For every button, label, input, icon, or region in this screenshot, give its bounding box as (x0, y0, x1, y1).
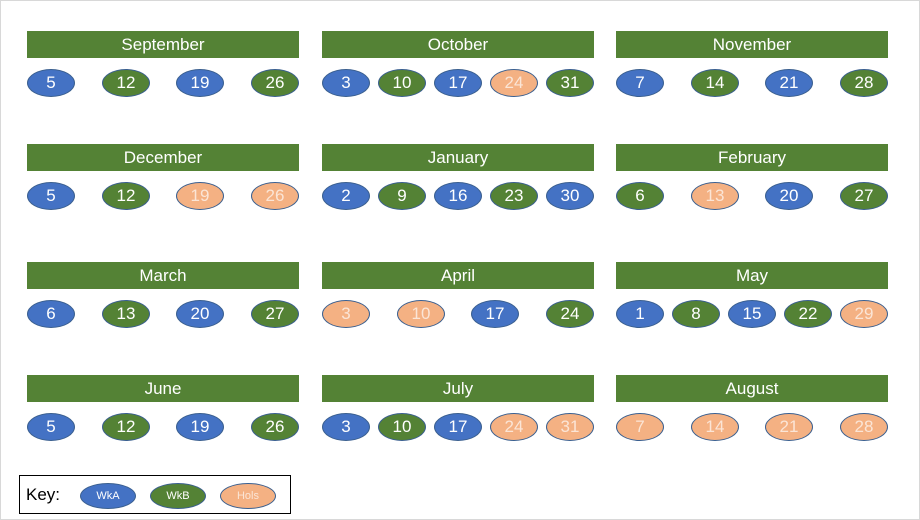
date-oval-wkA: 6 (27, 300, 75, 328)
month-header: May (616, 262, 888, 289)
month-header: August (616, 375, 888, 402)
date-oval-wkA: 17 (434, 69, 482, 97)
date-oval-hols: 14 (691, 413, 739, 441)
month-header: April (322, 262, 594, 289)
date-oval-hols: 21 (765, 413, 813, 441)
date-oval-wkA: 1 (616, 300, 664, 328)
month-dates: 3 10 17 24 31 (322, 69, 594, 101)
date-oval-wkA: 3 (322, 69, 370, 97)
date-oval-wkB: 13 (102, 300, 150, 328)
key-legend: Key: WkA WkB Hols (19, 475, 291, 514)
month-header: July (322, 375, 594, 402)
month-august: August 7 14 21 28 (616, 375, 888, 445)
date-oval-hols: 31 (546, 413, 594, 441)
month-header: January (322, 144, 594, 171)
date-oval-hols: 29 (840, 300, 888, 328)
date-oval-wkB: 6 (616, 182, 664, 210)
month-dates: 7 14 21 28 (616, 413, 888, 445)
date-oval-hols: 3 (322, 300, 370, 328)
month-header: September (27, 31, 299, 58)
month-dates: 2 9 16 23 30 (322, 182, 594, 214)
date-oval-wkB: 12 (102, 182, 150, 210)
key-label: Key: (26, 485, 61, 504)
key-hols-oval: Hols (220, 483, 276, 509)
date-oval-hols: 24 (490, 413, 538, 441)
date-oval-hols: 19 (176, 182, 224, 210)
month-dates: 1 8 15 22 29 (616, 300, 888, 332)
date-oval-wkB: 14 (691, 69, 739, 97)
date-oval-wkA: 19 (176, 69, 224, 97)
date-oval-wkA: 5 (27, 182, 75, 210)
date-oval-wkB: 8 (672, 300, 720, 328)
month-january: January 2 9 16 23 30 (322, 144, 594, 214)
month-header: October (322, 31, 594, 58)
month-november: November 7 14 21 28 (616, 31, 888, 101)
month-may: May 1 8 15 22 29 (616, 262, 888, 332)
month-september: September 5 12 19 26 (27, 31, 299, 101)
date-oval-wkB: 22 (784, 300, 832, 328)
date-oval-wkB: 28 (840, 69, 888, 97)
date-oval-hols: 7 (616, 413, 664, 441)
month-july: July 3 10 17 24 31 (322, 375, 594, 445)
month-header: June (27, 375, 299, 402)
date-oval-wkB: 12 (102, 413, 150, 441)
month-dates: 5 12 19 26 (27, 69, 299, 101)
date-oval-wkB: 26 (251, 413, 299, 441)
month-dates: 7 14 21 28 (616, 69, 888, 101)
date-oval-wkA: 21 (765, 69, 813, 97)
date-oval-wkA: 19 (176, 413, 224, 441)
month-february: February 6 13 20 27 (616, 144, 888, 214)
date-oval-wkB: 24 (546, 300, 594, 328)
date-oval-wkB: 27 (251, 300, 299, 328)
month-december: December 5 12 19 26 (27, 144, 299, 214)
date-oval-wkB: 10 (378, 413, 426, 441)
date-oval-hols: 13 (691, 182, 739, 210)
date-oval-wkB: 12 (102, 69, 150, 97)
date-oval-wkB: 31 (546, 69, 594, 97)
date-oval-wkA: 2 (322, 182, 370, 210)
month-header: February (616, 144, 888, 171)
date-oval-wkA: 7 (616, 69, 664, 97)
date-oval-hols: 10 (397, 300, 445, 328)
date-oval-wkA: 20 (176, 300, 224, 328)
date-oval-wkA: 17 (434, 413, 482, 441)
date-oval-wkA: 5 (27, 69, 75, 97)
date-oval-hols: 24 (490, 69, 538, 97)
date-oval-wkB: 9 (378, 182, 426, 210)
month-dates: 5 12 19 26 (27, 413, 299, 445)
month-march: March 6 13 20 27 (27, 262, 299, 332)
month-dates: 3 10 17 24 (322, 300, 594, 332)
date-oval-wkB: 23 (490, 182, 538, 210)
month-june: June 5 12 19 26 (27, 375, 299, 445)
month-header: March (27, 262, 299, 289)
month-october: October 3 10 17 24 31 (322, 31, 594, 101)
date-oval-hols: 26 (251, 182, 299, 210)
key-wkb-oval: WkB (150, 483, 206, 509)
date-oval-hols: 28 (840, 413, 888, 441)
date-oval-wkA: 17 (471, 300, 519, 328)
key-wka-oval: WkA (80, 483, 136, 509)
month-dates: 6 13 20 27 (616, 182, 888, 214)
date-oval-wkA: 5 (27, 413, 75, 441)
month-header: December (27, 144, 299, 171)
month-dates: 3 10 17 24 31 (322, 413, 594, 445)
month-dates: 6 13 20 27 (27, 300, 299, 332)
date-oval-wkA: 20 (765, 182, 813, 210)
month-april: April 3 10 17 24 (322, 262, 594, 332)
date-oval-wkA: 3 (322, 413, 370, 441)
date-oval-wkA: 15 (728, 300, 776, 328)
date-oval-wkB: 27 (840, 182, 888, 210)
date-oval-wkA: 30 (546, 182, 594, 210)
date-oval-wkB: 10 (378, 69, 426, 97)
month-header: November (616, 31, 888, 58)
date-oval-wkB: 26 (251, 69, 299, 97)
month-dates: 5 12 19 26 (27, 182, 299, 214)
date-oval-wkA: 16 (434, 182, 482, 210)
